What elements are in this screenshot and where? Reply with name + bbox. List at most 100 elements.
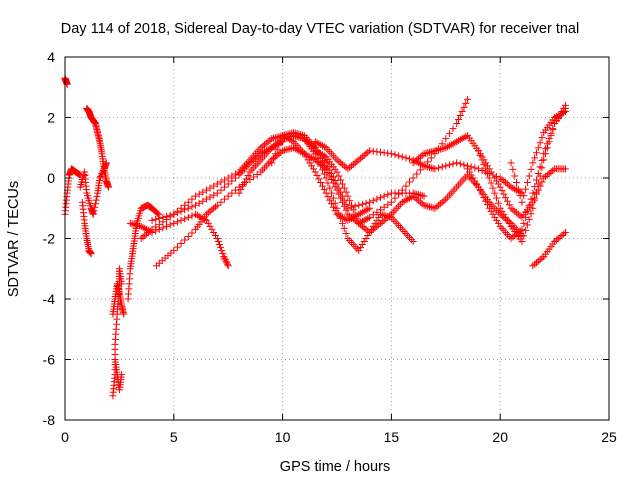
data-point <box>493 216 501 224</box>
data-point <box>128 220 136 228</box>
data-point <box>398 186 406 194</box>
data-point <box>348 213 356 221</box>
data-point <box>513 209 521 217</box>
data-point <box>531 154 539 162</box>
data-point <box>344 216 352 224</box>
data-point <box>313 154 321 162</box>
data-point <box>351 202 359 210</box>
data-point <box>502 179 510 187</box>
series-pass-18 <box>311 138 526 197</box>
data-point <box>561 107 569 115</box>
data-point <box>217 186 225 194</box>
data-point <box>337 159 345 167</box>
data-point <box>286 130 294 138</box>
data-point <box>489 171 497 179</box>
data-point <box>422 149 430 157</box>
data-point <box>387 150 395 158</box>
data-point <box>431 165 439 173</box>
data-point <box>545 169 553 177</box>
data-point <box>257 144 265 152</box>
data-point <box>487 168 495 176</box>
data-point <box>346 163 354 171</box>
data-point <box>507 235 515 242</box>
data-point <box>543 171 551 179</box>
data-point <box>416 191 424 199</box>
data-point <box>531 260 539 268</box>
data-point <box>500 190 508 198</box>
data-point <box>489 184 497 192</box>
data-point <box>527 195 535 203</box>
data-point <box>551 238 559 246</box>
data-point <box>313 139 321 147</box>
data-point <box>264 138 272 146</box>
data-point <box>199 197 207 205</box>
data-point <box>338 180 346 188</box>
data-point <box>271 134 279 142</box>
data-point <box>449 160 457 168</box>
data-point <box>366 228 374 236</box>
data-point <box>163 222 171 230</box>
data-point <box>329 203 337 211</box>
data-point <box>366 213 374 221</box>
data-point <box>221 256 229 264</box>
data-point <box>166 221 174 229</box>
data-point <box>366 204 374 212</box>
data-point <box>206 184 214 192</box>
data-point <box>277 136 285 144</box>
data-point <box>447 141 455 149</box>
data-point <box>453 159 461 167</box>
data-point <box>498 187 506 195</box>
data-point <box>315 175 323 183</box>
data-point <box>340 224 348 232</box>
data-point <box>391 151 399 159</box>
data-point <box>155 210 163 218</box>
data-point <box>328 189 336 197</box>
data-point <box>484 169 492 177</box>
data-point <box>552 236 560 244</box>
data-point <box>422 202 430 210</box>
data-point <box>516 212 524 220</box>
data-point <box>204 219 212 227</box>
data-point <box>377 219 385 227</box>
data-point <box>502 194 510 202</box>
data-point <box>464 95 472 103</box>
data-point <box>498 207 506 215</box>
data-point <box>246 176 254 184</box>
data-point <box>170 219 178 227</box>
data-point <box>223 260 231 268</box>
data-point <box>478 166 486 174</box>
data-point <box>259 142 267 150</box>
data-point <box>377 194 385 202</box>
data-point <box>366 147 374 155</box>
data-point <box>418 161 426 169</box>
data-point <box>344 165 352 173</box>
data-point <box>360 224 368 232</box>
data-point <box>413 156 421 164</box>
y-tick-label: -8 <box>43 412 56 428</box>
data-point <box>199 188 207 196</box>
data-point <box>424 149 432 157</box>
data-point <box>244 171 252 179</box>
data-point <box>338 219 346 227</box>
data-point <box>380 216 388 224</box>
data-point <box>424 202 432 210</box>
data-point <box>224 180 232 188</box>
data-point <box>522 213 530 221</box>
data-point <box>173 243 181 251</box>
data-point <box>322 174 330 182</box>
data-point <box>538 164 546 172</box>
data-point <box>221 183 229 191</box>
data-point <box>355 201 363 209</box>
data-point <box>398 198 406 206</box>
data-point <box>206 193 214 201</box>
data-point <box>527 165 535 173</box>
data-point <box>538 178 546 186</box>
data-point <box>440 144 448 152</box>
data-point <box>282 146 290 154</box>
data-point <box>384 191 392 199</box>
data-point <box>458 107 466 115</box>
data-point <box>456 111 464 119</box>
data-point <box>513 179 521 187</box>
data-point <box>516 227 524 235</box>
data-point <box>273 139 281 147</box>
